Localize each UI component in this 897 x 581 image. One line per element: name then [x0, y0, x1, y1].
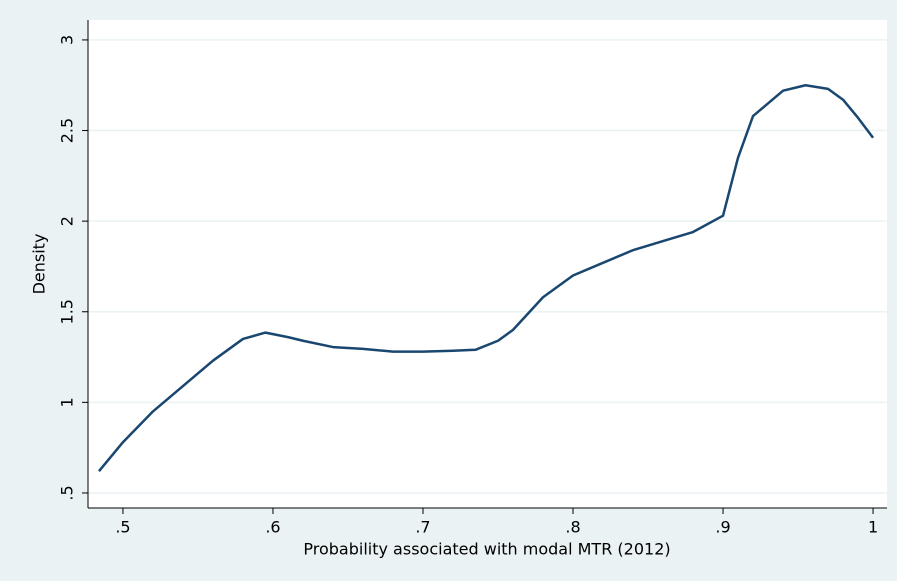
- y-tick-label: 1: [58, 397, 77, 407]
- x-tick-label: .7: [415, 518, 430, 537]
- x-tick-label: .6: [265, 518, 280, 537]
- y-tick-label: 2.5: [58, 118, 77, 143]
- x-tick-label: .8: [565, 518, 580, 537]
- x-tick-label: .5: [115, 518, 130, 537]
- y-tick-label: 1.5: [58, 299, 77, 324]
- y-tick-label: 2: [58, 216, 77, 226]
- y-axis-label: Density: [30, 234, 49, 295]
- y-tick-label: .5: [58, 485, 77, 500]
- density-line: [97, 83, 875, 473]
- x-tick-label: 1: [868, 518, 878, 537]
- x-axis-label: Probability associated with modal MTR (2…: [303, 540, 670, 559]
- plot-area: [88, 20, 887, 508]
- x-tick-label: .9: [715, 518, 730, 537]
- y-tick-label: 3: [58, 35, 77, 45]
